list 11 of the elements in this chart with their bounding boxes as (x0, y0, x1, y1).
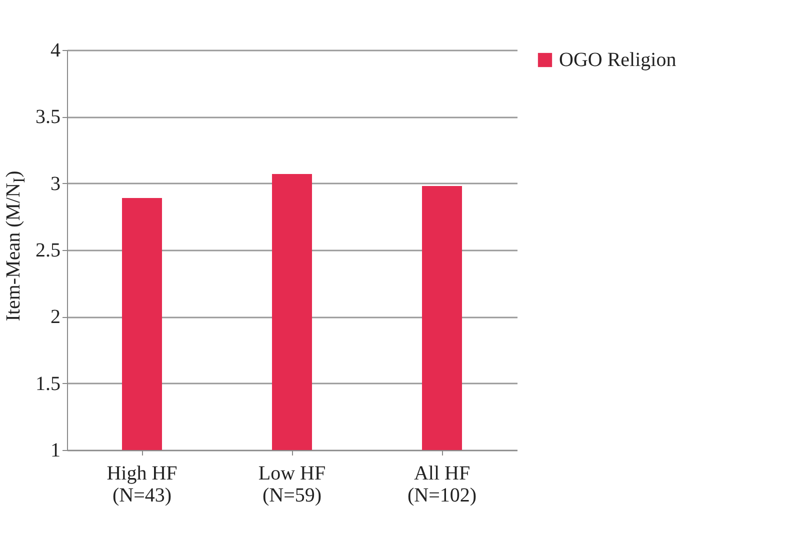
y-tick-label: 3.5 (36, 106, 60, 128)
x-tick-label: Low HF (N=59) (258, 462, 326, 506)
x-tick-label: All HF (N=102) (407, 462, 477, 506)
y-tick-label: 4 (50, 40, 60, 62)
y-tick-label: 1 (50, 440, 60, 462)
y-tick-label: 3 (50, 172, 60, 195)
y-tick-label: 1.5 (36, 372, 60, 395)
x-tick-label: High HF (N=43) (106, 462, 178, 506)
legend-label: OGO Religion (559, 49, 676, 71)
y-tick-label: 2 (50, 306, 60, 328)
y-tick-label: 2.5 (36, 240, 60, 262)
